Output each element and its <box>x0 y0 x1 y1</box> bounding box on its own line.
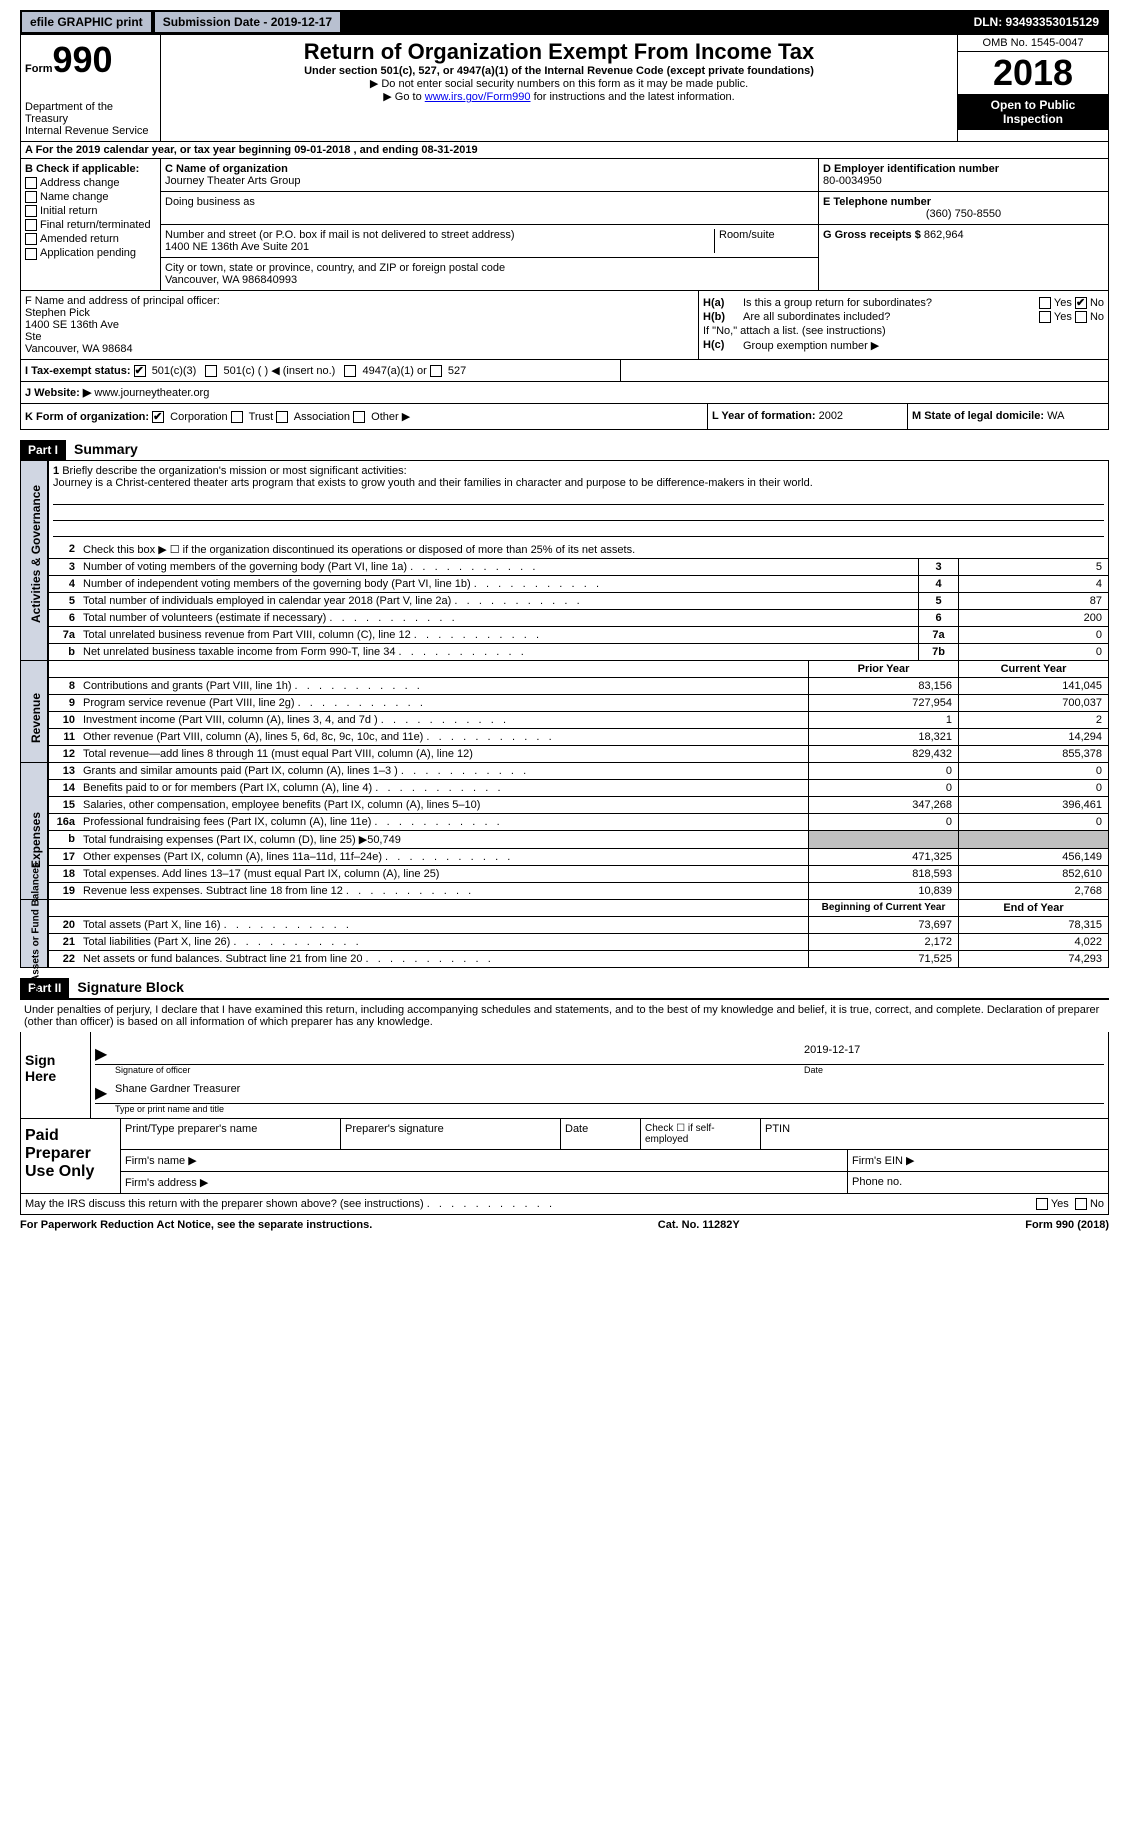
dept-label: Department of the Treasury Internal Reve… <box>25 101 156 137</box>
form-title: Return of Organization Exempt From Incom… <box>165 39 953 65</box>
org-address: 1400 NE 136th Ave Suite 201 <box>165 241 714 253</box>
section-b: B Check if applicable: Address change Na… <box>21 159 161 290</box>
submission-date: Submission Date - 2019-12-17 <box>155 12 340 32</box>
part2-header: Part II <box>20 978 69 998</box>
note-2: ▶ Go to www.irs.gov/Form990 for instruct… <box>165 90 953 103</box>
footer: For Paperwork Reduction Act Notice, see … <box>20 1215 1109 1235</box>
info-grid: B Check if applicable: Address change Na… <box>20 159 1109 291</box>
part1-header: Part I <box>20 440 66 460</box>
hb-no[interactable] <box>1075 311 1087 323</box>
discuss-no[interactable] <box>1075 1198 1087 1210</box>
hb-yes[interactable] <box>1039 311 1051 323</box>
tax-year: 2018 <box>958 52 1108 94</box>
preparer-section: Paid Preparer Use Only Print/Type prepar… <box>20 1119 1109 1194</box>
section-f: F Name and address of principal officer:… <box>21 291 698 359</box>
arrow-icon: ▶ <box>95 1044 115 1064</box>
form-assoc[interactable] <box>276 411 288 423</box>
governance-section: Activities & Governance 1 Briefly descri… <box>20 460 1109 661</box>
ein: 80-0034950 <box>823 175 1104 187</box>
form-label: Form <box>25 63 53 75</box>
efile-stamp: efile GRAPHIC print <box>22 12 151 32</box>
status-501c[interactable] <box>205 365 217 377</box>
form-number: 990 <box>53 39 113 80</box>
row-a: A For the 2019 calendar year, or tax yea… <box>20 142 1109 159</box>
declaration: Under penalties of perjury, I declare th… <box>20 998 1109 1032</box>
phone: (360) 750-8550 <box>823 208 1104 220</box>
omb-number: OMB No. 1545-0047 <box>958 35 1108 52</box>
row-klm: K Form of organization: Corporation Trus… <box>20 404 1109 430</box>
irs-link[interactable]: www.irs.gov/Form990 <box>425 91 531 103</box>
org-name: Journey Theater Arts Group <box>165 175 814 187</box>
status-527[interactable] <box>430 365 442 377</box>
top-bar: efile GRAPHIC print Submission Date - 20… <box>20 10 1109 34</box>
org-city: Vancouver, WA 986840993 <box>165 274 814 286</box>
check-name-change[interactable]: Name change <box>25 191 156 203</box>
status-501c3[interactable] <box>134 365 146 377</box>
ha-no[interactable] <box>1075 297 1087 309</box>
check-initial-return[interactable]: Initial return <box>25 205 156 217</box>
discuss-row: May the IRS discuss this return with the… <box>20 1194 1109 1215</box>
mission-text: Journey is a Christ-centered theater art… <box>53 477 813 489</box>
form-corp[interactable] <box>152 411 164 423</box>
ha-yes[interactable] <box>1039 297 1051 309</box>
status-4947[interactable] <box>344 365 356 377</box>
form-header: Form990 Department of the Treasury Inter… <box>20 34 1109 142</box>
expenses-section: Expenses 13Grants and similar amounts pa… <box>20 763 1109 900</box>
form-subtitle: Under section 501(c), 527, or 4947(a)(1)… <box>165 65 953 77</box>
section-fh: F Name and address of principal officer:… <box>20 291 1109 360</box>
website: www.journeytheater.org <box>94 387 209 399</box>
section-deg: D Employer identification number 80-0034… <box>818 159 1108 290</box>
dln: DLN: 93493353015129 <box>966 12 1107 32</box>
arrow-icon: ▶ <box>95 1083 115 1103</box>
row-j: J Website: ▶ www.journeytheater.org <box>20 382 1109 404</box>
check-final-return[interactable]: Final return/terminated <box>25 219 156 231</box>
sign-here-section: Sign Here ▶ 2019-12-17 Signature of offi… <box>20 1032 1109 1119</box>
inspection-notice: Open to Public Inspection <box>958 94 1108 130</box>
note-1: ▶ Do not enter social security numbers o… <box>165 77 953 90</box>
check-address-change[interactable]: Address change <box>25 177 156 189</box>
revenue-section: Revenue Prior YearCurrent Year 8Contribu… <box>20 661 1109 763</box>
form-trust[interactable] <box>231 411 243 423</box>
netassets-section: Net Assets or Fund Balances Beginning of… <box>20 900 1109 968</box>
section-h: H(a) Is this a group return for subordin… <box>698 291 1108 359</box>
row-i: I Tax-exempt status: 501(c)(3) 501(c) ( … <box>20 360 1109 382</box>
check-application-pending[interactable]: Application pending <box>25 247 156 259</box>
discuss-yes[interactable] <box>1036 1198 1048 1210</box>
gross-receipts: 862,964 <box>924 229 964 241</box>
section-c: C Name of organization Journey Theater A… <box>161 159 818 290</box>
officer-name: Shane Gardner Treasurer <box>115 1083 1104 1103</box>
check-amended-return[interactable]: Amended return <box>25 233 156 245</box>
form-other[interactable] <box>353 411 365 423</box>
